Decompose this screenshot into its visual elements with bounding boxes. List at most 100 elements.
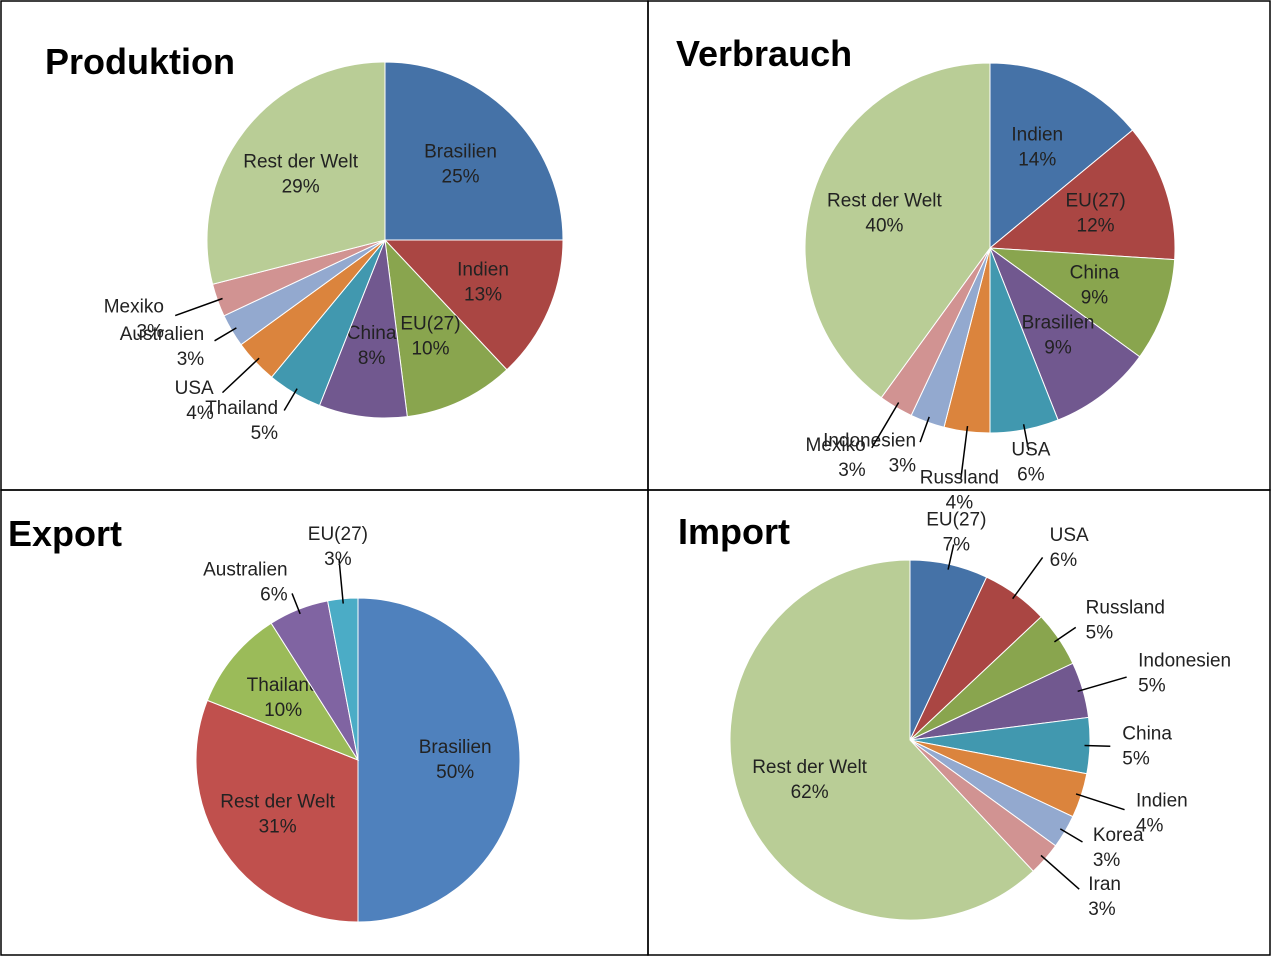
slice-label: Indien (1011, 125, 1063, 146)
chart-title: Verbrauch (676, 33, 852, 74)
slice-value-label: 29% (282, 177, 320, 198)
pie-slice (318, 239, 408, 419)
slice-label: Rest der Welt (752, 757, 867, 778)
leader-line (221, 357, 260, 394)
pie-slice (988, 246, 1141, 421)
pie-slice (206, 61, 386, 285)
slice-label: Indonesien (823, 430, 916, 451)
slice-value-label: 3% (136, 322, 164, 343)
slice-value-label: 9% (1044, 338, 1072, 359)
pie-slice (384, 61, 564, 241)
slice-value-label: 10% (264, 700, 302, 721)
pie-slice (206, 622, 360, 762)
pie-chart: Produktion Brasilien 25% Indien 13%EU(27) 10%… (45, 41, 564, 444)
slice-label: China (347, 323, 397, 344)
slice-value-label: 12% (1077, 216, 1115, 237)
slice-value-label: 6% (1017, 464, 1045, 485)
slice-value-label: 62% (791, 782, 829, 803)
chart-title: Produktion (45, 41, 235, 82)
slice-label: Mexiko (806, 435, 866, 456)
slice-value-label: 7% (943, 535, 971, 556)
slice-value-label: 5% (1122, 749, 1150, 770)
leader-line (1059, 828, 1083, 843)
leader-line (919, 416, 930, 443)
leader-line (291, 593, 301, 615)
leader-line (174, 297, 223, 317)
slice-value-label: 3% (838, 460, 866, 481)
pie-slice (384, 238, 508, 418)
slice-label: Indien (1136, 790, 1188, 811)
slice-label: Brasilien (419, 737, 492, 758)
slice-label: EU(27) (308, 524, 368, 545)
slice-label: Rest der Welt (827, 191, 942, 212)
slice-label: EU(27) (926, 510, 986, 531)
leader-line (1077, 676, 1127, 693)
leader-line (214, 327, 237, 342)
slice-value-label: 3% (177, 349, 205, 370)
slice-value-label: 5% (1086, 623, 1114, 644)
slice-label: Thailand (205, 398, 278, 419)
pie-slice (988, 129, 1176, 261)
leader-line (947, 544, 955, 570)
slice-label: Mexiko (104, 297, 164, 318)
leader-line (338, 558, 344, 604)
leader-line (1012, 557, 1044, 600)
slice-label: Indonesien (1138, 651, 1231, 672)
leader-line (283, 388, 298, 411)
slice-label: Australien (120, 324, 205, 345)
slice-label: Russland (1086, 598, 1165, 619)
slice-value-label: 6% (260, 584, 288, 605)
slice-label: China (1122, 724, 1172, 745)
slice-label: USA (175, 378, 214, 399)
pie-chart: Import EU(27) 7% USA 6% Russland 5% Indonesien 5… (678, 510, 1231, 921)
slice-value-label: 10% (411, 339, 449, 360)
slice-value-label: 50% (436, 762, 474, 783)
slice-label: Brasilien (424, 141, 497, 162)
leader-line (1053, 626, 1077, 643)
slice-label: Korea (1093, 825, 1144, 846)
slice-label: Brasilien (1022, 313, 1095, 334)
chart-title: Export (8, 513, 122, 554)
slice-value-label: 9% (1081, 288, 1109, 309)
pie-slice (729, 559, 1034, 921)
pie-slice (988, 247, 1176, 358)
slice-label: China (1070, 263, 1120, 284)
slice-value-label: 31% (259, 817, 297, 838)
slice-value-label: 25% (442, 166, 480, 187)
pie-chart: Export Brasilien 50% Rest der Welt 31% Thaila… (8, 513, 521, 923)
slice-value-label: 3% (889, 455, 917, 476)
slice-label: Rest der Welt (220, 792, 335, 813)
slice-label: Rest der Welt (243, 152, 358, 173)
slice-label: USA (1050, 525, 1089, 546)
slice-value-label: 4% (1136, 815, 1164, 836)
leader-line (871, 402, 900, 449)
slice-value-label: 8% (358, 348, 386, 369)
slice-label: EU(27) (400, 314, 460, 335)
pie-slice (195, 699, 359, 923)
leader-line (960, 425, 969, 479)
slice-label: Indien (457, 259, 509, 280)
pie-slice (989, 62, 1134, 250)
slice-value-label: 3% (324, 549, 352, 570)
slice-label: USA (1011, 439, 1050, 460)
slice-value-label: 5% (1138, 676, 1166, 697)
leader-line (1022, 424, 1030, 451)
pie-slice (804, 62, 991, 399)
leader-line (1040, 854, 1080, 890)
slice-value-label: 4% (186, 403, 214, 424)
pie-slice (383, 239, 564, 371)
slice-label: Russland (920, 467, 999, 488)
slice-value-label: 13% (464, 284, 502, 305)
slice-value-label: 6% (1050, 550, 1078, 571)
panel (647, 489, 1271, 956)
slice-value-label: 5% (251, 423, 279, 444)
slice-label: Australien (203, 559, 288, 580)
slice-label: Iran (1088, 874, 1121, 895)
slice-value-label: 40% (865, 216, 903, 237)
pie-chart: Verbrauch Indien 14% EU(27) 12% China 9% Brasil… (676, 33, 1176, 513)
slice-value-label: 3% (1093, 850, 1121, 871)
slice-value-label: 3% (1088, 899, 1116, 920)
slice-value-label: 4% (946, 492, 974, 513)
pie-slice (357, 597, 521, 923)
